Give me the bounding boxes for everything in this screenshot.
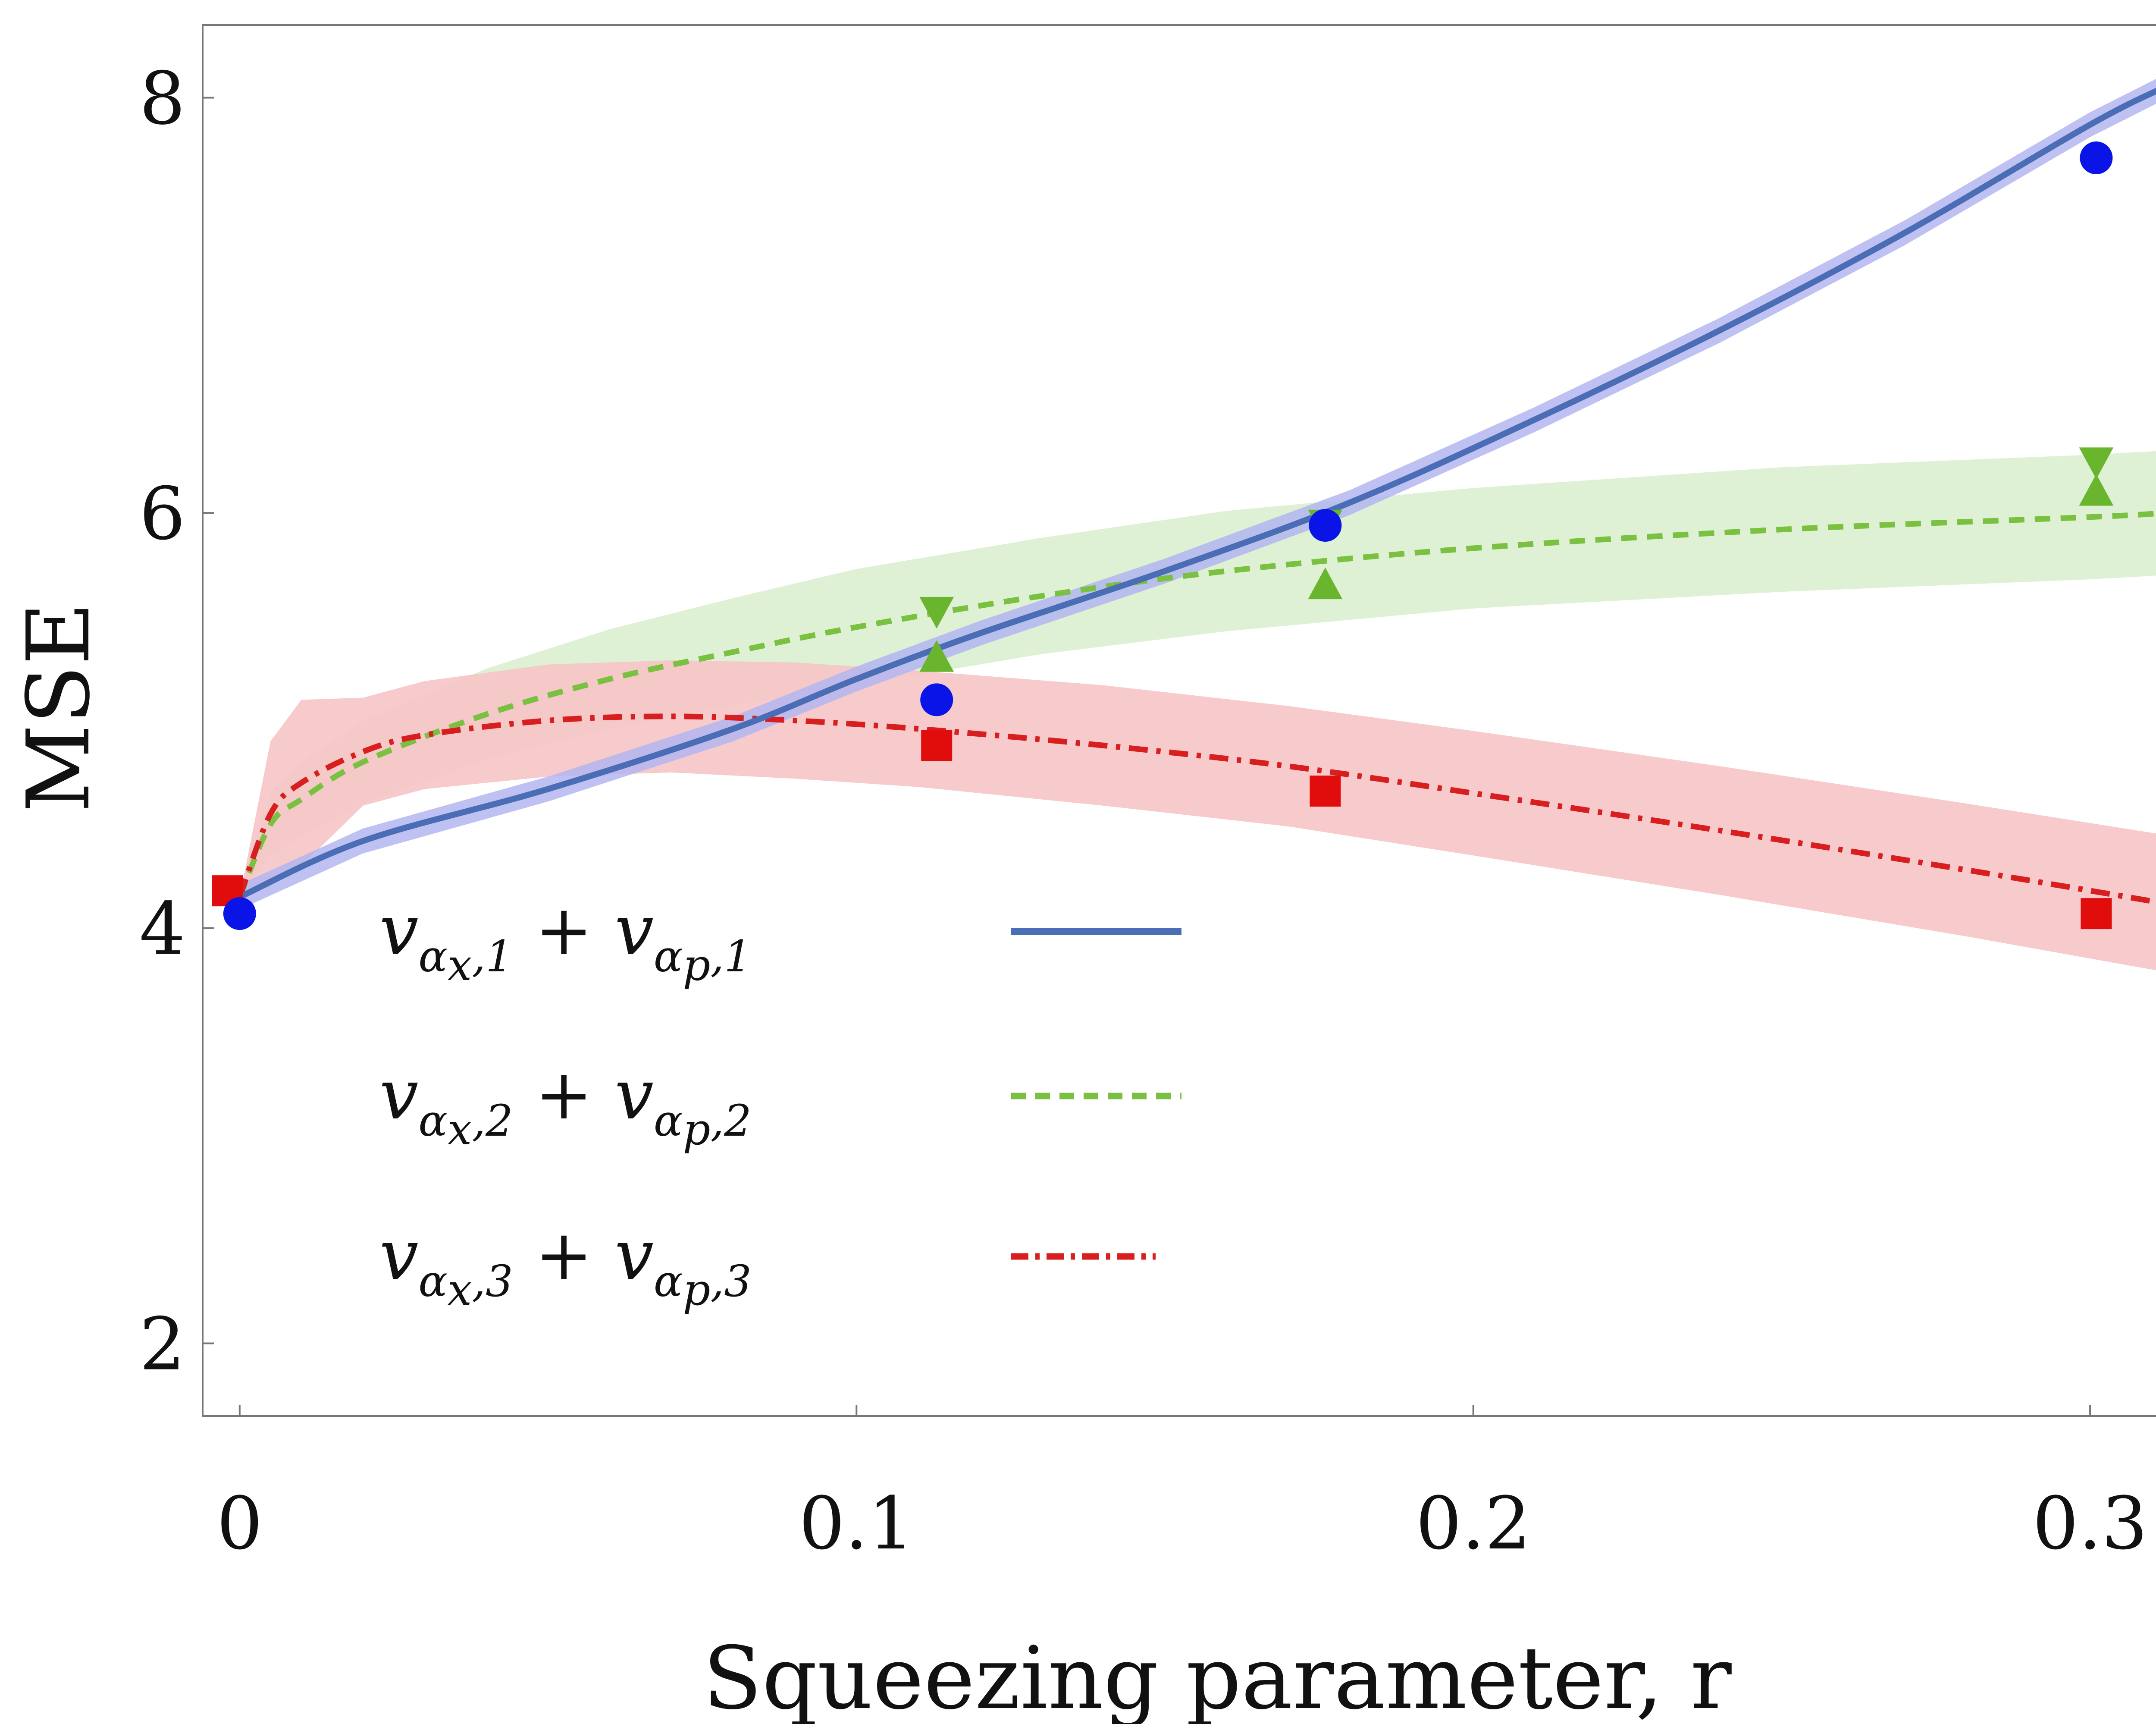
y-tick-label: 2 — [139, 1302, 185, 1387]
x-tick-label: 0 — [216, 1481, 263, 1566]
legend-label-series-2: vαx,2 + vαp,2 — [379, 1054, 752, 1155]
marker-circle — [223, 897, 256, 930]
y-tick-label: 6 — [139, 471, 185, 556]
y-axis-title: MSE — [9, 602, 109, 813]
marker-square — [2081, 898, 2112, 930]
curve-series-3 — [237, 713, 2156, 905]
x-axis-title: Squeezing parameter, r — [703, 1628, 1732, 1724]
x-tick-label: 0.3 — [2033, 1481, 2148, 1566]
plot-frame — [202, 24, 2156, 1417]
band-series-1 — [239, 79, 2156, 910]
legend-label-series-3: vαx,3 + vαp,3 — [379, 1215, 752, 1315]
x-tick-label: 0.2 — [1416, 1481, 1531, 1566]
y-tick-label: 8 — [139, 56, 185, 141]
marker-square — [921, 730, 953, 761]
marker-triangle-down — [919, 597, 954, 629]
axis-ticks: 0 0.1 0.2 0.3 2 4 6 8 — [139, 56, 2148, 1566]
marker-triangle-up — [1308, 567, 1343, 600]
confidence-bands — [239, 79, 2156, 970]
y-tick-label: 4 — [139, 887, 185, 971]
x-tick-label: 0.1 — [799, 1481, 914, 1566]
legend-label-series-1: vαx,1 + vαp,1 — [379, 890, 752, 990]
marker-triangle-down — [2079, 447, 2114, 479]
marker-square — [1310, 776, 1341, 807]
marker-triangle-up — [2079, 474, 2114, 506]
marker-circle — [920, 683, 953, 716]
marker-circle — [2080, 141, 2113, 175]
marker-circle — [1309, 509, 1342, 542]
marker-triangle-up — [919, 640, 954, 672]
band-series-2 — [239, 451, 2156, 897]
legend: vαx,1 + vαp,1 vαx,2 + vαp,2 vαx,3 + vαp,3 — [379, 890, 1181, 1315]
curve-series-1 — [238, 88, 2156, 900]
data-markers — [212, 141, 2114, 930]
